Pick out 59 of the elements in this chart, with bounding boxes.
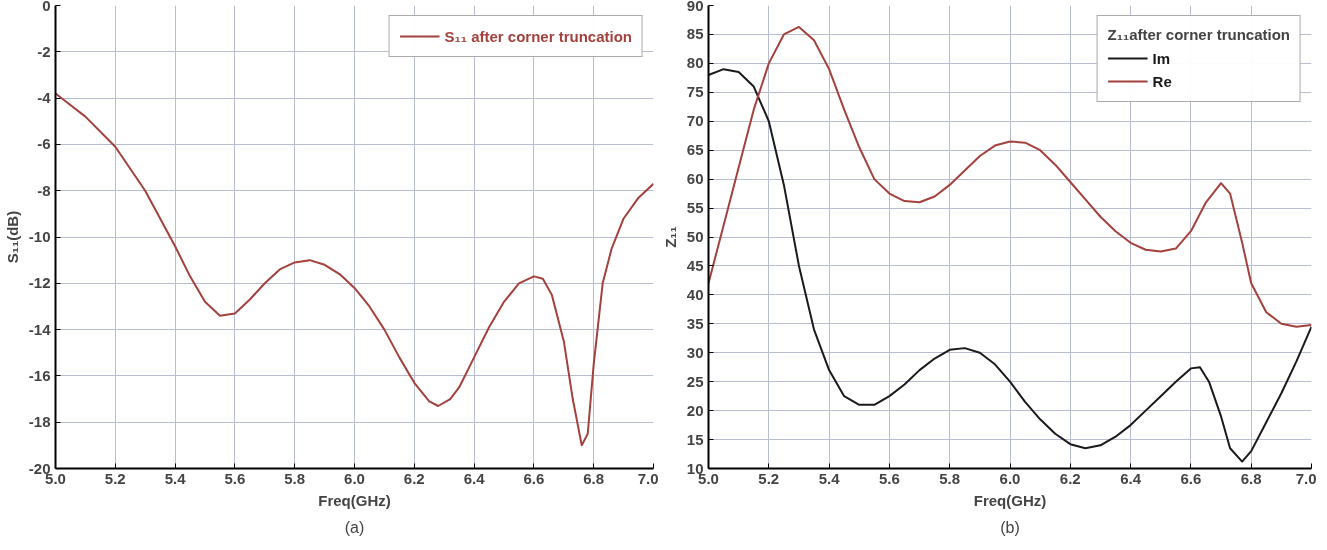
x-tick-label: 5.4 xyxy=(818,469,841,487)
x-tick-label: 6.8 xyxy=(1240,469,1262,487)
x-tick-label: 6.6 xyxy=(1180,469,1202,487)
y-tick-label: 35 xyxy=(686,314,704,332)
y-tick-label: -18 xyxy=(28,413,51,431)
x-tick-label: 6.2 xyxy=(403,469,425,487)
legend-label: S₁₁ after corner truncation xyxy=(444,27,632,45)
x-tick-label: 5.8 xyxy=(939,469,961,487)
x-tick-label: 7.0 xyxy=(637,469,659,487)
y-tick-label: 15 xyxy=(686,430,704,448)
x-tick-label: 6.2 xyxy=(1059,469,1081,487)
y-tick-label: 20 xyxy=(686,401,704,419)
y-tick-label: -14 xyxy=(28,320,52,338)
y-tick-label: -6 xyxy=(37,135,51,153)
x-tick-label: 5.6 xyxy=(878,469,900,487)
legend-title: Z₁₁after corner truncation xyxy=(1107,26,1290,43)
x-axis-title: Freq(GHz) xyxy=(973,491,1047,509)
y-tick-label: 50 xyxy=(686,228,704,245)
y-tick-label: 45 xyxy=(686,256,704,274)
x-tick-label: 5.4 xyxy=(164,469,187,487)
y-tick-label: 55 xyxy=(686,199,704,217)
y-tick-label: 65 xyxy=(686,141,704,159)
x-tick-label: 5.2 xyxy=(758,469,780,487)
x-tick-label: 6.0 xyxy=(999,469,1021,487)
y-tick-label: -10 xyxy=(28,228,51,245)
y-tick-label: 80 xyxy=(686,54,704,72)
line-series xyxy=(708,25,1312,328)
y-tick-label: 60 xyxy=(686,170,704,188)
x-tick-label: 6.0 xyxy=(344,469,365,487)
y-tick-label: 85 xyxy=(686,25,704,43)
y-tick-label: -16 xyxy=(28,366,51,384)
line-series xyxy=(55,92,654,447)
x-tick-label: 7.0 xyxy=(1295,469,1317,487)
line-series xyxy=(708,68,1312,463)
x-tick-label: 6.4 xyxy=(1120,469,1142,487)
y-axis-title: Z₁₁ xyxy=(661,226,679,248)
y-tick-label: -8 xyxy=(37,181,51,199)
y-tick-label: 30 xyxy=(686,343,704,361)
y-tick-label: -4 xyxy=(37,89,52,107)
y-tick-label: 40 xyxy=(686,285,704,303)
y-tick-label: 25 xyxy=(686,372,704,390)
y-tick-label: 90 xyxy=(686,0,704,14)
text: (b) xyxy=(1000,518,1020,536)
x-tick-label: 6.4 xyxy=(463,469,486,487)
x-tick-label: 5.8 xyxy=(284,469,306,487)
y-tick-label: 70 xyxy=(686,112,704,130)
y-axis-title: S₁₁(dB) xyxy=(3,210,21,264)
x-tick-label: 5.6 xyxy=(224,469,246,487)
legend-label: Re xyxy=(1152,72,1173,90)
y-tick-label: -2 xyxy=(37,42,51,60)
x-tick-label: 6.8 xyxy=(583,469,605,487)
y-tick-label: -12 xyxy=(28,274,51,292)
legend-label: Im xyxy=(1152,49,1172,67)
y-tick-label: 0 xyxy=(42,0,51,14)
text: (a) xyxy=(344,518,365,536)
y-tick-label: 75 xyxy=(686,83,704,101)
x-tick-label: 5.2 xyxy=(104,469,126,487)
x-axis-title: Freq(GHz) xyxy=(318,491,391,509)
x-tick-label: 6.6 xyxy=(523,469,545,487)
